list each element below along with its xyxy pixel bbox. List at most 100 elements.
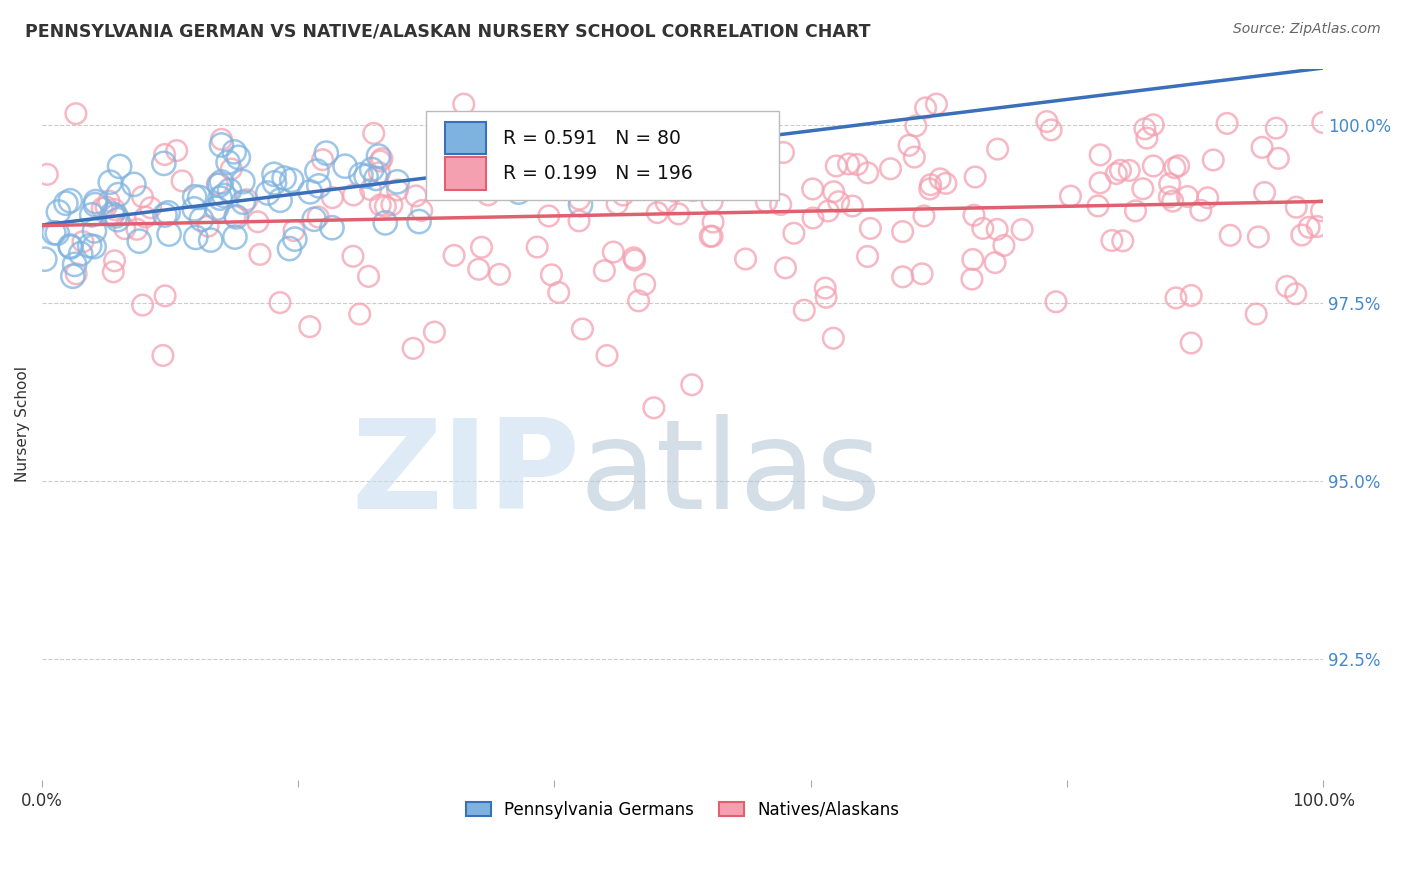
Point xyxy=(184,230,207,244)
Point xyxy=(1285,200,1308,214)
Point xyxy=(453,178,475,193)
Point xyxy=(228,150,250,164)
Point xyxy=(298,319,321,334)
Point xyxy=(741,161,763,176)
Point xyxy=(551,124,574,138)
Point xyxy=(269,193,291,207)
Point xyxy=(218,184,240,198)
Point xyxy=(470,240,492,254)
Point xyxy=(368,198,391,212)
Point xyxy=(1088,148,1111,162)
Point xyxy=(823,331,845,345)
Point xyxy=(367,149,389,163)
Point xyxy=(914,101,936,115)
Point xyxy=(827,194,849,209)
Point xyxy=(662,143,685,157)
Point xyxy=(1059,189,1081,203)
Point xyxy=(357,269,380,284)
Point xyxy=(1180,336,1202,351)
Point xyxy=(1109,163,1132,178)
Point xyxy=(623,251,645,265)
Point xyxy=(311,153,333,167)
Point xyxy=(405,189,427,203)
Point xyxy=(668,207,690,221)
Point xyxy=(488,268,510,282)
Point xyxy=(62,269,84,284)
Point xyxy=(46,227,69,241)
Point xyxy=(374,216,396,230)
Point xyxy=(485,128,508,143)
Point xyxy=(817,204,839,219)
Point xyxy=(59,239,82,253)
Point xyxy=(221,162,243,177)
Point xyxy=(364,171,387,186)
Point xyxy=(209,191,232,205)
Point xyxy=(986,222,1008,236)
Point xyxy=(720,132,742,146)
Point xyxy=(891,225,914,239)
Point xyxy=(1087,199,1109,213)
Point xyxy=(125,222,148,236)
Point xyxy=(471,178,494,193)
Point xyxy=(1298,220,1320,235)
Point xyxy=(494,148,516,162)
Point xyxy=(423,325,446,339)
Point xyxy=(108,160,131,174)
Point xyxy=(1036,114,1059,128)
Point xyxy=(94,200,117,214)
Point xyxy=(1142,159,1164,173)
Point xyxy=(197,219,219,234)
Point xyxy=(856,166,879,180)
Point xyxy=(42,226,65,240)
Point xyxy=(1159,177,1181,191)
Text: R = 0.199   N = 196: R = 0.199 N = 196 xyxy=(503,164,693,184)
Point xyxy=(131,190,153,204)
Point xyxy=(308,178,330,193)
Point xyxy=(107,187,129,202)
Point xyxy=(246,215,269,229)
Point xyxy=(1244,307,1267,321)
Point xyxy=(263,167,285,181)
Point xyxy=(217,155,239,169)
Point xyxy=(283,223,305,237)
Point xyxy=(83,240,105,254)
Point xyxy=(1275,279,1298,293)
Point xyxy=(838,157,860,171)
Point xyxy=(152,349,174,363)
Point xyxy=(647,205,669,219)
Point xyxy=(692,176,714,190)
Point xyxy=(225,210,247,224)
Point xyxy=(208,178,231,193)
Point xyxy=(793,303,815,318)
Point xyxy=(200,233,222,247)
Point xyxy=(655,195,678,210)
Point xyxy=(443,248,465,262)
Point xyxy=(903,150,925,164)
Point xyxy=(547,285,569,300)
Point xyxy=(211,132,233,146)
Point xyxy=(467,262,489,277)
Point xyxy=(904,119,927,133)
Point xyxy=(284,232,307,246)
Point xyxy=(1164,161,1187,175)
Point xyxy=(993,238,1015,252)
Point xyxy=(814,281,837,295)
Point xyxy=(63,257,86,271)
Point xyxy=(170,174,193,188)
Point xyxy=(256,186,278,200)
Point xyxy=(634,277,657,292)
Point xyxy=(685,171,707,186)
Point xyxy=(1306,219,1329,234)
Text: PENNSYLVANIA GERMAN VS NATIVE/ALASKAN NURSERY SCHOOL CORRELATION CHART: PENNSYLVANIA GERMAN VS NATIVE/ALASKAN NU… xyxy=(25,22,870,40)
Point xyxy=(477,187,499,202)
Point xyxy=(911,267,934,281)
Point xyxy=(734,252,756,266)
Point xyxy=(263,176,285,190)
Point xyxy=(1177,189,1199,203)
Point xyxy=(157,227,180,241)
Point xyxy=(65,267,87,281)
Point xyxy=(59,194,82,208)
Point xyxy=(1202,153,1225,167)
Point xyxy=(1189,203,1212,218)
Point xyxy=(1101,234,1123,248)
